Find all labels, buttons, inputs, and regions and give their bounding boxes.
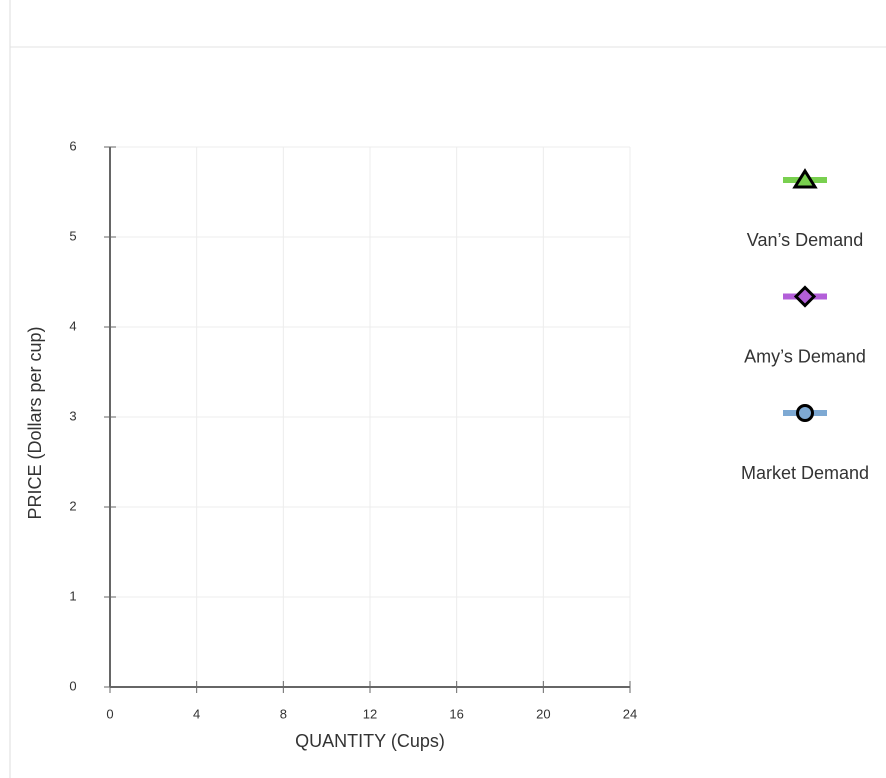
x-tick-label: 24 xyxy=(623,706,637,721)
x-tick-label: 0 xyxy=(106,706,113,721)
x-tick-label: 20 xyxy=(536,706,550,721)
x-tick-label: 8 xyxy=(280,706,287,721)
legend-marker[interactable] xyxy=(796,404,814,422)
x-tick-label: 16 xyxy=(449,706,463,721)
y-axis-label: PRICE (Dollars per cup) xyxy=(25,326,45,519)
legend-label: Amy’s Demand xyxy=(744,346,866,366)
y-tick-label: 6 xyxy=(69,138,76,153)
y-tick-label: 2 xyxy=(69,498,76,513)
x-tick-label: 12 xyxy=(363,706,377,721)
y-tick-label: 1 xyxy=(69,588,76,603)
y-tick-label: 3 xyxy=(69,408,76,423)
legend-label: Market Demand xyxy=(741,463,869,483)
legend-marker[interactable] xyxy=(793,285,817,308)
y-tick-label: 4 xyxy=(69,318,76,333)
y-tick-label: 0 xyxy=(69,678,76,693)
x-tick-label: 4 xyxy=(193,706,200,721)
y-tick-label: 5 xyxy=(69,228,76,243)
legend-label: Van’s Demand xyxy=(747,230,863,250)
x-axis-label: QUANTITY (Cups) xyxy=(295,731,445,751)
legend-marker[interactable] xyxy=(792,168,818,189)
